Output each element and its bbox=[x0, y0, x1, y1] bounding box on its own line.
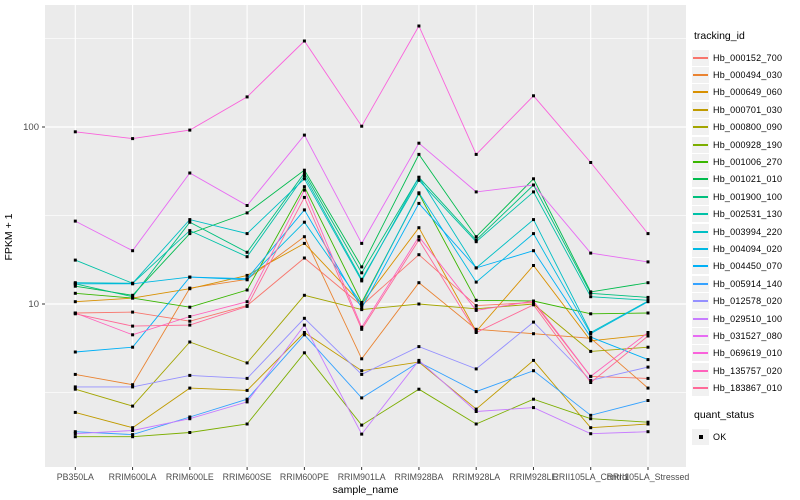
legend-item: Hb_005914_140 bbox=[692, 275, 800, 292]
legend-item: Hb_000494_030 bbox=[692, 66, 800, 84]
major-gridlines-y bbox=[45, 126, 686, 305]
x-tick-label: RRIM600LA bbox=[109, 472, 157, 482]
legend-key-line-icon bbox=[692, 206, 709, 223]
legend-item: Hb_000800_090 bbox=[692, 119, 800, 136]
legend-quant-status: quant_status OK bbox=[692, 409, 800, 445]
data-points bbox=[73, 24, 650, 439]
legend-item-label: Hb_069619_010 bbox=[713, 348, 783, 359]
x-tick-label: RRIM600SE bbox=[223, 472, 272, 482]
legend-item: Hb_001006_270 bbox=[692, 153, 800, 171]
legend-item: Hb_002531_130 bbox=[692, 206, 800, 223]
legend-item: Hb_000928_190 bbox=[692, 136, 800, 153]
y-tick-label: 10 bbox=[28, 299, 39, 310]
legend-item-label: Hb_029510_100 bbox=[713, 313, 783, 324]
x-tick-label: RRIM600LE bbox=[166, 472, 214, 482]
legend-key-line-icon bbox=[692, 119, 709, 136]
legend-item: Hb_000649_060 bbox=[692, 84, 800, 101]
legend-title-tracking-id: tracking_id bbox=[694, 30, 745, 42]
x-tick-label: RRIM928LA bbox=[452, 472, 500, 482]
legend-key-line-icon bbox=[692, 171, 709, 188]
axis-ticks: 10 100 PB350LA RRIM600LA RRIM600LE RRIM600SE R… bbox=[23, 122, 689, 482]
legend-item: Hb_004450_070 bbox=[692, 258, 800, 275]
legend-item: Hb_183867_010 bbox=[692, 379, 800, 397]
legend-item: Hb_000701_030 bbox=[692, 101, 800, 118]
legend-item-label: Hb_003994_220 bbox=[713, 226, 783, 237]
legend-item-label: Hb_001006_270 bbox=[713, 157, 783, 168]
legend-item: Hb_135757_020 bbox=[692, 362, 800, 379]
x-tick-label: RRII105LA_Control bbox=[553, 472, 629, 482]
legend-item: Hb_069619_010 bbox=[692, 345, 800, 362]
legend-item-label: Hb_002531_130 bbox=[713, 209, 783, 220]
legend-key-line-icon bbox=[692, 380, 709, 397]
legend-item-label: Hb_012578_020 bbox=[713, 296, 783, 307]
legend-item-label: Hb_000800_090 bbox=[713, 122, 783, 133]
legend-item-label: Hb_183867_010 bbox=[713, 383, 783, 394]
minor-gridlines bbox=[45, 38, 686, 393]
x-tick-label: RRIM600PE bbox=[280, 472, 329, 482]
legend-item-label: Hb_001900_100 bbox=[713, 191, 783, 202]
black-square-icon bbox=[692, 428, 709, 445]
legend-item: OK bbox=[692, 428, 800, 445]
legend-item-label: Hb_000649_060 bbox=[713, 87, 783, 98]
legend-key-line-icon bbox=[692, 240, 709, 257]
x-tick-label: PB350LA bbox=[57, 472, 94, 482]
legend-item: Hb_001021_010 bbox=[692, 171, 800, 188]
legend-key-line-icon bbox=[692, 275, 709, 292]
legend-item-label: Hb_031527_080 bbox=[713, 330, 783, 341]
legend-key-line-icon bbox=[692, 136, 709, 153]
legend-item: Hb_003994_220 bbox=[692, 223, 800, 240]
legend-title-quant-status: quant_status bbox=[694, 408, 755, 421]
legend-key-line-icon bbox=[692, 327, 709, 344]
legend-key-line-icon bbox=[692, 258, 709, 275]
legend-item: Hb_031527_080 bbox=[692, 327, 800, 344]
legend-key-line-icon bbox=[692, 188, 709, 205]
y-axis-title: FPKM + 1 bbox=[3, 213, 15, 261]
legend-key-line-icon bbox=[692, 67, 709, 84]
legend-item: Hb_000152_700 bbox=[692, 49, 800, 66]
legend-item: Hb_004094_020 bbox=[692, 240, 800, 257]
legend-key-line-icon bbox=[692, 154, 709, 171]
legend-key-line-icon bbox=[692, 345, 709, 362]
legend-key-line-icon bbox=[692, 49, 709, 66]
legend-item-label: Hb_135757_020 bbox=[713, 365, 783, 376]
x-tick-label: RRIM928BA bbox=[394, 472, 443, 482]
legend-key-line-icon bbox=[692, 101, 709, 118]
legend-key-line-icon bbox=[692, 293, 709, 310]
x-axis-title: sample_name bbox=[332, 484, 399, 496]
legend-item-label: OK bbox=[713, 431, 727, 442]
legend-key-line-icon bbox=[692, 223, 709, 240]
legend-item-label: Hb_000494_030 bbox=[713, 70, 783, 81]
x-tick-label: RRIM928LE bbox=[509, 472, 557, 482]
legend-key-line-icon bbox=[692, 310, 709, 327]
legend-item-label: Hb_000152_700 bbox=[713, 52, 783, 63]
legend-key-line-icon bbox=[692, 84, 709, 101]
legend-key-line-icon bbox=[692, 362, 709, 379]
legend: tracking_id Hb_000152_700 Hb_000494_030 Hb… bbox=[692, 30, 800, 445]
legend-item: Hb_012578_020 bbox=[692, 292, 800, 310]
y-tick-label: 100 bbox=[23, 122, 39, 133]
legend-item-label: Hb_000701_030 bbox=[713, 104, 783, 115]
legend-item: Hb_029510_100 bbox=[692, 310, 800, 327]
x-tick-label: RRII105LA_Stressed bbox=[607, 472, 690, 482]
x-tick-label: RRIM901LA bbox=[338, 472, 386, 482]
legend-item-label: Hb_004450_070 bbox=[713, 261, 783, 272]
legend-items: Hb_000152_700 Hb_000494_030 Hb_000649_060 H… bbox=[692, 49, 800, 397]
legend-item: Hb_001900_100 bbox=[692, 188, 800, 205]
legend-item-label: Hb_004094_020 bbox=[713, 243, 783, 254]
legend-item-label: Hb_005914_140 bbox=[713, 278, 783, 289]
legend-item-label: Hb_000928_190 bbox=[713, 139, 783, 150]
legend-item-label: Hb_001021_010 bbox=[713, 174, 783, 185]
